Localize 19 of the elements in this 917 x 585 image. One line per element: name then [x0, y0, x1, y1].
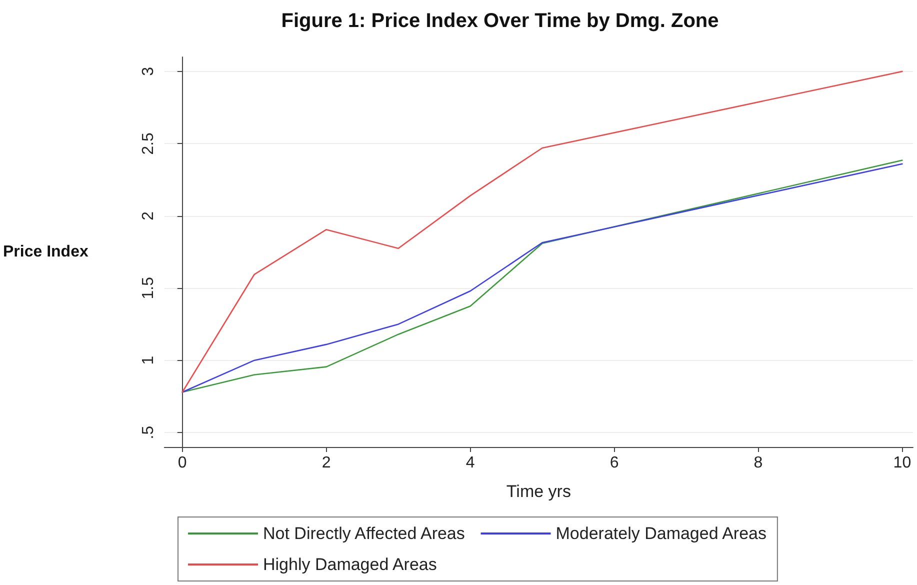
y-axis-title: Price Index	[3, 244, 88, 260]
y-tick-label: .5	[140, 426, 157, 440]
chart-title: Figure 1: Price Index Over Time by Dmg. Zone	[281, 10, 719, 32]
line-series	[182, 70, 903, 393]
x-tick-label: 6	[610, 454, 619, 472]
y-tick-label: 1	[140, 356, 157, 365]
y-tick-label: 1.5	[140, 276, 157, 300]
legend-label: Not Directly Affected Areas	[263, 524, 465, 543]
x-tick-label: 10	[893, 454, 912, 472]
legend-label: Highly Damaged Areas	[263, 555, 437, 574]
x-axis-title: Time yrs	[506, 482, 571, 501]
x-tick-label: 4	[466, 454, 475, 472]
x-tick-label: 2	[322, 454, 331, 472]
y-tick-label: 2.5	[140, 132, 157, 155]
x-tick-label: 0	[178, 454, 187, 472]
x-tick-label: 8	[754, 454, 763, 472]
legend-label: Moderately Damaged Areas	[556, 524, 766, 543]
y-tick-label: 3	[140, 66, 157, 76]
y-tick-label: 2	[140, 211, 157, 220]
